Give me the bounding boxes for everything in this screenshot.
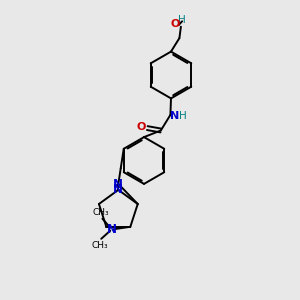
Text: O: O [171, 19, 180, 29]
Text: N: N [170, 111, 179, 121]
Text: CH₃: CH₃ [93, 208, 109, 217]
Text: O: O [136, 122, 146, 132]
Text: N: N [113, 178, 123, 191]
Text: N: N [106, 223, 116, 236]
Text: H: H [179, 111, 187, 121]
Text: CH₃: CH₃ [92, 241, 108, 250]
Text: N: N [113, 183, 123, 196]
Text: H: H [178, 15, 186, 25]
